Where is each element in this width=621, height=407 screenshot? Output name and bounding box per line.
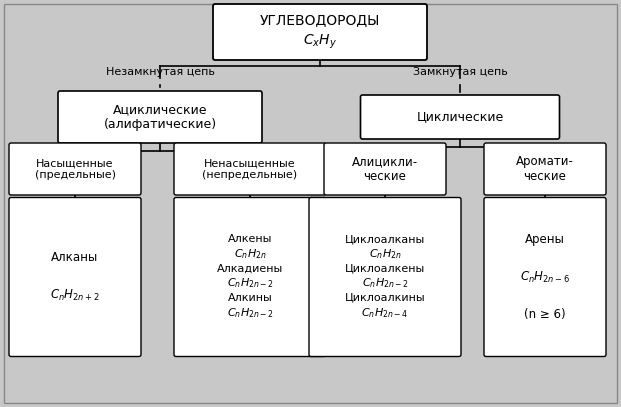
Text: Алканы

$С_nН_{2n+2}$: Алканы $С_nН_{2n+2}$	[50, 251, 100, 303]
Text: Ациклические
(алифатические): Ациклические (алифатические)	[104, 103, 217, 131]
FancyBboxPatch shape	[58, 91, 262, 143]
Text: Замкнутая цепь: Замкнутая цепь	[412, 67, 507, 77]
Text: УГЛЕВОДОРОДЫ
$С_xН_y$: УГЛЕВОДОРОДЫ $С_xН_y$	[260, 13, 380, 50]
FancyBboxPatch shape	[174, 197, 326, 357]
FancyBboxPatch shape	[174, 143, 326, 195]
Text: Алицикли-
ческие: Алицикли- ческие	[352, 155, 418, 183]
FancyBboxPatch shape	[484, 197, 606, 357]
Text: Аромати-
ческие: Аромати- ческие	[516, 155, 574, 183]
FancyBboxPatch shape	[309, 197, 461, 357]
FancyBboxPatch shape	[9, 143, 141, 195]
FancyBboxPatch shape	[213, 4, 427, 60]
Text: Ненасыщенные
(непредельные): Ненасыщенные (непредельные)	[202, 158, 297, 180]
FancyBboxPatch shape	[324, 143, 446, 195]
FancyBboxPatch shape	[484, 143, 606, 195]
Text: Циклические: Циклические	[416, 110, 504, 123]
Text: Насыщенные
(предельные): Насыщенные (предельные)	[35, 158, 116, 180]
Text: Алкены
$С_nН_{2n}$
Алкадиены
$С_nН_{2n-2}$
Алкины
$С_nН_{2n-2}$: Алкены $С_nН_{2n}$ Алкадиены $С_nН_{2n-2…	[217, 234, 283, 319]
Text: Циклоалканы
$С_nН_{2n}$
Циклоалкены
$С_nН_{2n-2}$
Циклоалкины
$С_nН_{2n-4}$: Циклоалканы $С_nН_{2n}$ Циклоалкены $С_n…	[345, 234, 425, 319]
FancyBboxPatch shape	[9, 197, 141, 357]
Text: Незамкнутая цепь: Незамкнутая цепь	[106, 67, 214, 77]
Text: Арены

$С_nН_{2n-6}$

(n ≥ 6): Арены $С_nН_{2n-6}$ (n ≥ 6)	[520, 233, 570, 321]
FancyBboxPatch shape	[361, 95, 560, 139]
